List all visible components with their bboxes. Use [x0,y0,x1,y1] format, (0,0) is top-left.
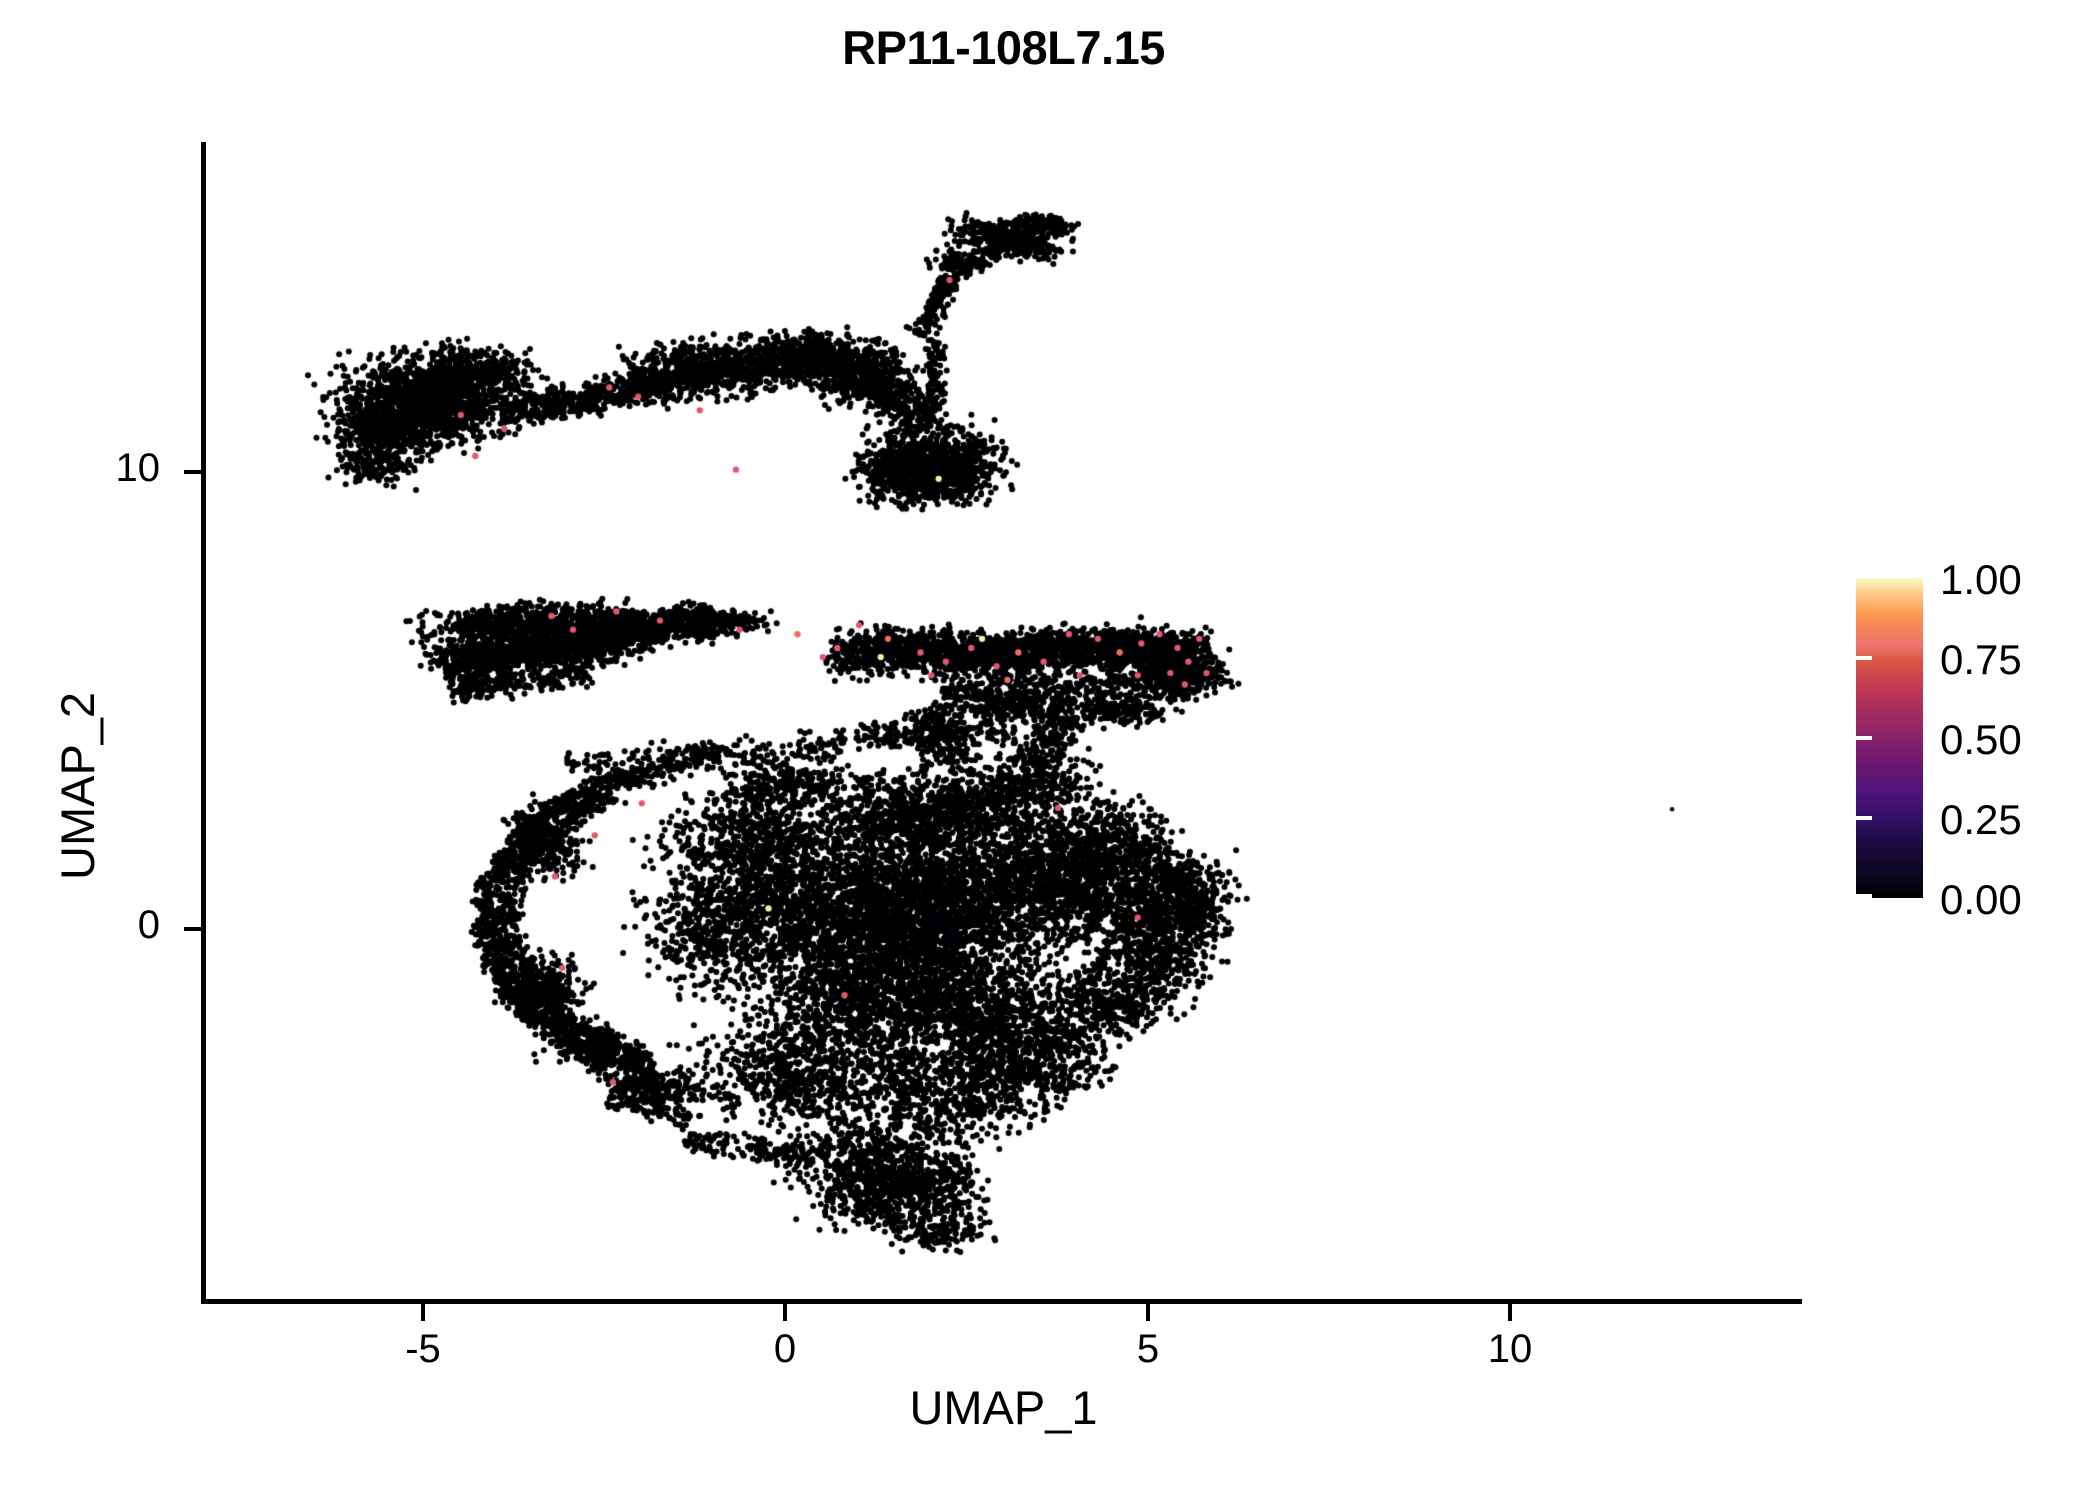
x-axis-line [201,1299,1802,1304]
colorbar-label-0-50: 0.50 [1940,716,2022,763]
x-tick-label-5: 5 [1136,1327,1160,1371]
plot-panel [205,142,1802,1301]
colorbar-tick-050-right [2080,736,2096,740]
x-tick-label-neg5: -5 [405,1327,441,1371]
x-tick-mark-5 [1146,1304,1150,1321]
colorbar-tick-025-right [2080,816,2096,820]
y-tick-mark-0 [184,927,201,931]
colorbar-tick-000-right [2080,894,2096,898]
y-axis-label: UMAP_2 [51,691,104,880]
x-tick-mark-10 [1508,1304,1512,1321]
x-tick-mark-0 [783,1304,787,1321]
x-tick-label-0: 0 [773,1327,797,1371]
colorbar-tick-025-left [1856,816,1872,820]
colorbar-label-0-75: 0.75 [1940,636,2022,683]
y-axis-line [201,142,206,1304]
y-tick-mark-10 [184,470,201,474]
y-tick-label-10: 10 [115,446,161,490]
x-tick-label-10: 10 [1487,1327,1533,1371]
colorbar-label-0-00: 0.00 [1940,876,2022,923]
colorbar-label-0-25: 0.25 [1940,796,2022,843]
colorbar-tick-075-left [1856,656,1872,660]
colorbar-tick-075-right [2080,656,2096,660]
colorbar-legend: 1.00 0.75 0.50 0.25 0.00 [1856,556,2096,923]
x-tick-mark-neg5 [421,1304,425,1321]
colorbar-label-1-00: 1.00 [1940,556,2022,603]
page-title: RP11-108L7.15 [842,21,1165,74]
y-tick-label-0: 0 [137,903,160,947]
x-axis-label: UMAP_1 [909,1381,1098,1434]
colorbar-tick-050-left [1856,736,1872,740]
colorbar-tick-000-left [1856,894,1872,898]
